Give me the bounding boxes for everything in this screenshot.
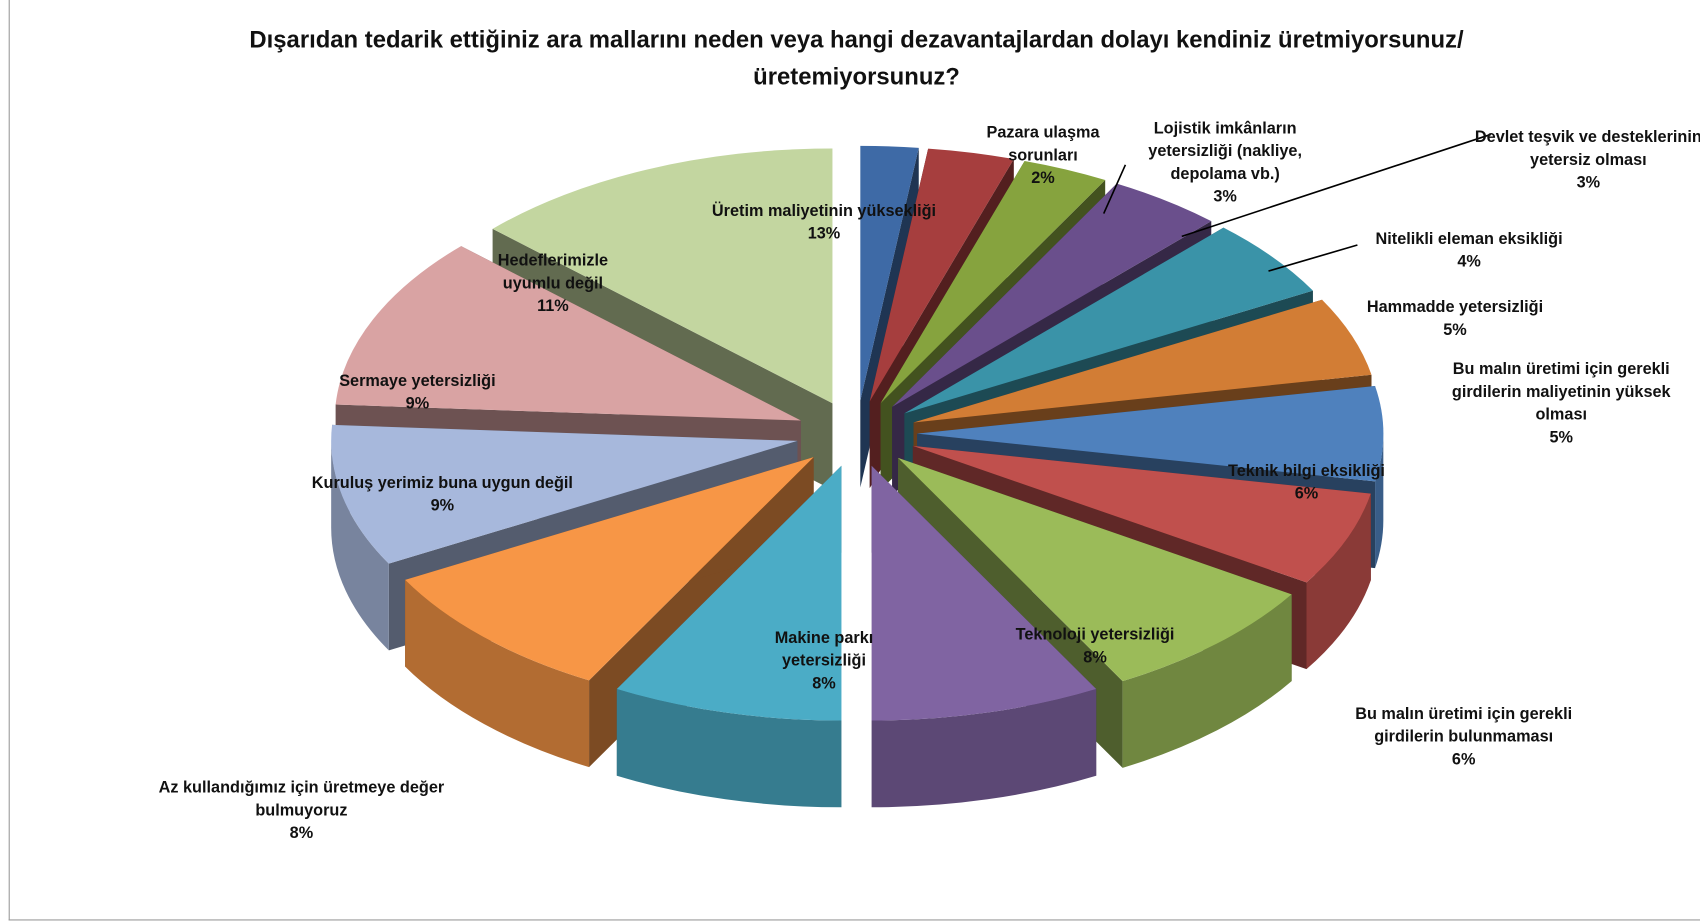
data-label: Teknoloji yetersizliği 8% <box>987 623 1204 669</box>
category-label: Teknik bilgi eksikliği <box>1227 461 1385 481</box>
value-label: 8% <box>1083 648 1107 667</box>
value-label: 8% <box>812 674 836 693</box>
chart-frame <box>8 0 1700 921</box>
slice <box>898 457 1292 682</box>
slice <box>869 148 1014 402</box>
category-label: Üretim maliyetinin yüksekliği <box>711 201 937 221</box>
data-label: Bu malın üretimi için gerekli girdilerin… <box>1426 358 1697 449</box>
slice-side <box>1122 594 1292 768</box>
category-label: Lojistik imkânların yetersizliği (nakliy… <box>1148 119 1302 184</box>
slice-side <box>405 579 590 768</box>
data-label: Devlet teşvik ve desteklerinin yetersiz … <box>1475 126 1700 194</box>
category-label: Sermaye yetersizliği <box>339 371 496 391</box>
data-label: Bu malın üretimi için gerekli girdilerin… <box>1323 703 1605 771</box>
value-label: 6% <box>1294 484 1319 504</box>
value-label: 9% <box>405 394 430 414</box>
slice <box>331 424 798 564</box>
data-label: Az kullandığımız için üretmeye değer bul… <box>150 776 454 844</box>
data-label: Nitelikli eleman eksikliği 4% <box>1339 228 1599 274</box>
data-label: Makine parkı yetersizliği 8% <box>743 627 906 695</box>
slice <box>335 246 801 421</box>
slice <box>912 445 1371 583</box>
slice-side <box>331 440 389 651</box>
category-label: Teknoloji yetersizliği <box>1015 625 1175 645</box>
data-label: Kuruluş yerimiz buna uygun değil 9% <box>301 472 583 518</box>
value-label: 5% <box>1443 320 1467 340</box>
category-label: Bu malın üretimi için gerekli girdilerin… <box>1451 359 1671 424</box>
slice <box>616 465 842 721</box>
category-label: Hedeflerimizle uyumlu değil <box>497 251 609 293</box>
slice-side <box>871 689 1097 808</box>
category-label: Bu malın üretimi için gerekli girdilerin… <box>1355 704 1573 746</box>
slice <box>492 148 833 404</box>
category-label: Pazara ulaşma sorunları <box>986 123 1100 165</box>
value-label: 3% <box>1213 187 1237 206</box>
value-label: 3% <box>1576 173 1601 192</box>
data-label: Üretim maliyetinin yüksekliği 13% <box>661 199 986 245</box>
slice-side <box>1375 433 1384 569</box>
value-label: 2% <box>1031 169 1055 188</box>
value-label: 5% <box>1549 428 1574 447</box>
category-label: Kuruluş yerimiz buna uygun değil <box>311 473 573 493</box>
slice <box>904 227 1313 414</box>
chart-title: Dışarıdan tedarik ettiğiniz ara malların… <box>249 26 1464 90</box>
slice <box>892 183 1212 407</box>
data-label: Hammadde yetersizliği 5% <box>1336 296 1575 342</box>
slice <box>871 465 1097 721</box>
category-label: Makine parkı yetersizliği <box>774 628 874 671</box>
value-label: 9% <box>430 496 455 515</box>
slice-side <box>1306 493 1371 670</box>
data-label: Sermaye yetersizliği 9% <box>298 370 537 416</box>
slice <box>860 145 919 401</box>
data-label: Lojistik imkânların yetersizliği (nakliy… <box>1130 117 1320 208</box>
value-label: 4% <box>1457 252 1481 272</box>
leader-line <box>1102 164 1127 214</box>
value-label: 6% <box>1451 750 1476 769</box>
data-label: Pazara ulaşma sorunları 2% <box>978 121 1108 189</box>
value-label: 13% <box>807 224 841 243</box>
category-label: Hammadde yetersizliği <box>1366 298 1544 317</box>
data-label: Teknik bilgi eksikliği 6% <box>1198 460 1415 506</box>
slice <box>917 385 1384 482</box>
value-label: 8% <box>289 823 314 843</box>
slice <box>405 457 814 681</box>
slice-side <box>616 689 842 808</box>
leader-line <box>1268 244 1358 272</box>
slice <box>880 160 1106 404</box>
slice <box>913 299 1372 423</box>
category-label: Nitelikli eleman eksikliği <box>1375 229 1563 249</box>
category-label: Devlet teşvik ve desteklerinin yetersiz … <box>1474 127 1700 170</box>
category-label: Az kullandığımız için üretmeye değer bul… <box>158 778 445 820</box>
value-label: 11% <box>537 297 569 316</box>
data-label: Hedeflerimizle uyumlu değil 11% <box>472 249 635 317</box>
leader-line <box>1181 133 1492 238</box>
